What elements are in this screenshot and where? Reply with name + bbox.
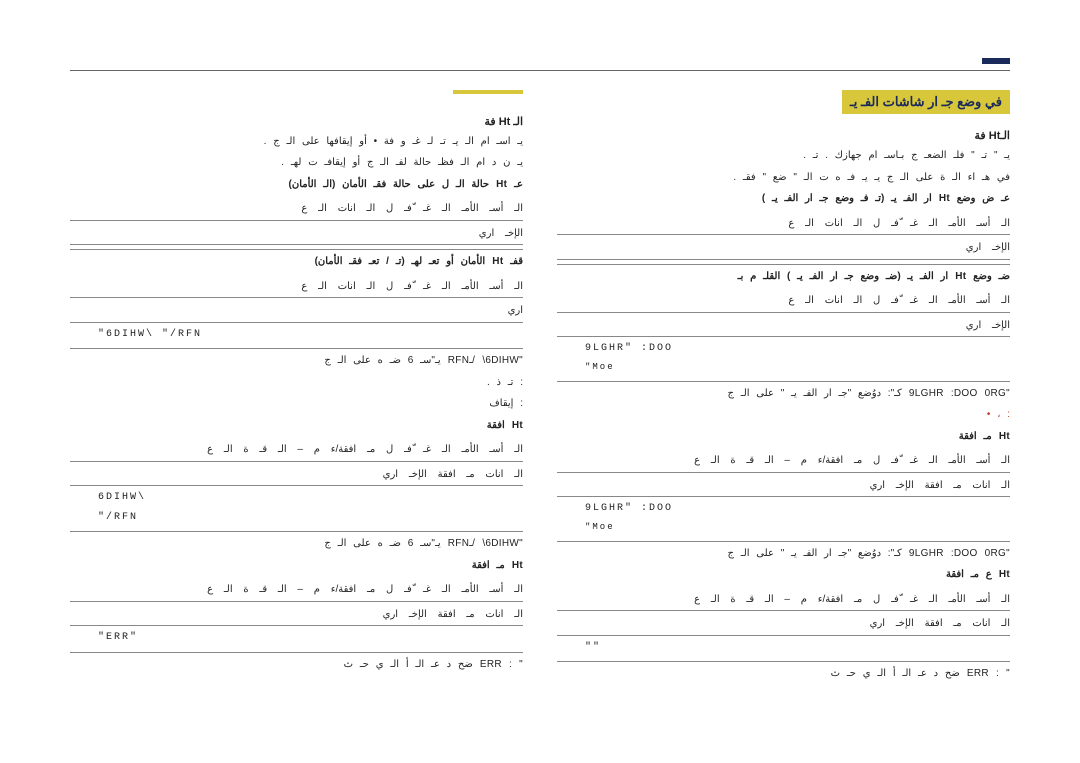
rule — [557, 264, 1010, 265]
paragraph: يـ اسـ ام الـ يـ تـ لـ غـ و فة • أو إيقا… — [70, 134, 523, 150]
menu-path: الـ أسـ الأمـ الـ غـ ّفـ ل مـ افقة/ء م –… — [557, 589, 1010, 612]
menu-path: الـ انات مـ افقة الإخـ اري — [557, 475, 1010, 498]
code-sample: "ERR" — [70, 628, 523, 648]
section-title-blank — [453, 90, 523, 94]
menu-path: الـ أسـ الأمـ الـ غـ ّفـ ل مـ افقة/ء م –… — [70, 439, 523, 462]
subheading: قفـ Ht الأمان أو تعـ لهـ (تـ / تعـ فقـ ا… — [70, 254, 523, 270]
subheading: عـ ض وضع Ht ار الفـ يـ (تـ فـ وضع جـ ار … — [557, 191, 1010, 207]
menu-path: الإخـ اري — [557, 315, 1010, 338]
code-sample: 6DIHW\ — [70, 488, 523, 508]
menu-path: الـ أسـ الأمـ الـ غـ ّفـ ل الـ انات الـ … — [557, 213, 1010, 236]
left-column: الـ Ht فة يـ اسـ ام الـ يـ تـ لـ غـ و فة… — [70, 90, 523, 688]
menu-path: الـ انات مـ افقة الإخـ اري — [557, 613, 1010, 636]
menu-path: اري — [70, 300, 523, 323]
subheading: Ht ع مـ افقة — [557, 567, 1010, 583]
subheading: Ht مـ افقة — [70, 558, 523, 574]
menu-path: الـ أسـ الأمـ الـ غـ ّفـ ل الـ انات الـ … — [70, 198, 523, 221]
code-sample: "/RFN — [70, 508, 523, 528]
top-rule — [70, 70, 1010, 71]
section-title: في وضع جـ ار شاشات الفـ يـ — [842, 90, 1010, 114]
paragraph: في هـ اء الـ ة على الـ ج يـ يـ فـ ه ت ال… — [557, 170, 1010, 186]
caption: "6DIHW\ /ـRFN يـ"سـ 6 ضـ ه على الـ ج — [70, 353, 523, 369]
menu-path: الـ أسـ الأمـ الـ غـ ّفـ ل الـ انات الـ … — [70, 276, 523, 299]
right-column: في وضع جـ ار شاشات الفـ يـ الـHt فة يـ "… — [557, 90, 1010, 688]
rule — [557, 381, 1010, 382]
subheading: عـ Ht حالة الـ ل على حالة فقـ الأمان (ال… — [70, 177, 523, 193]
subheading: Ht مـ افقة — [557, 429, 1010, 445]
heading: الـHt فة — [557, 128, 1010, 145]
rule — [557, 541, 1010, 542]
note: : إيقاف — [70, 396, 523, 412]
accent-bar — [982, 58, 1010, 64]
subheading: Ht افقة — [70, 418, 523, 434]
heading: الـ Ht فة — [70, 114, 523, 131]
paragraph: يـ ن د ام الـ فظـ حالة لفـ الـ ج أو إيقا… — [70, 155, 523, 171]
code-sample: 9LGHR" :DOO — [557, 339, 1010, 359]
menu-path: الـ انات مـ افقة الإخـ اري — [70, 604, 523, 627]
caption: "9LGHR :DOO 0RG كـ": دوُضع "جـ ار الفـ ي… — [557, 386, 1010, 402]
error-text: " : ERR ضح د عـ الـ أ الـ ي حـ ث — [831, 668, 1010, 679]
error-caption: " : ERR ضح د عـ الـ أ الـ ي حـ ث — [70, 657, 523, 673]
note-red: : ، • — [557, 407, 1010, 423]
rule — [70, 249, 523, 250]
caption: "6DIHW\ /ـRFN يـ"سـ 6 ضـ ه على الـ ج — [70, 536, 523, 552]
menu-path: الـ أسـ الأمـ الـ غـ ّفـ ل مـ افقة/ء م –… — [557, 450, 1010, 473]
code-sample: 9LGHR" :DOO — [557, 499, 1010, 519]
note: : تـ ذ . — [70, 375, 523, 391]
code-sample: "Moe — [557, 359, 1010, 377]
menu-path: الـ أسـ الأمـ الـ غـ ّفـ ل الـ انات الـ … — [557, 290, 1010, 313]
menu-path: الإخـ اري — [70, 223, 523, 246]
menu-path: الـ أسـ الأمـ الـ غـ ّفـ ل مـ افقة/ء م –… — [70, 579, 523, 602]
error-caption: " : ERR ضح د عـ الـ أ الـ ي حـ ث — [557, 666, 1010, 682]
code-sample: "" — [557, 638, 1010, 658]
subheading: ضـ وضع Ht ار الفـ يـ (ضـ وضع جـ ار الفـ … — [557, 269, 1010, 285]
rule — [70, 348, 523, 349]
error-text: " : ERR ضح د عـ الـ أ الـ ي حـ ث — [344, 659, 523, 670]
paragraph: يـ " تـ " فلـ الضعـ ج بـاسـ ام جهازك . ت… — [557, 148, 1010, 164]
menu-path: الإخـ اري — [557, 237, 1010, 260]
code-sample: "6DIHW\ "/RFN — [70, 325, 523, 345]
rule — [70, 531, 523, 532]
rule — [557, 661, 1010, 662]
caption: "9LGHR :DOO 0RG كـ": دوُضع "جـ ار الفـ ي… — [557, 546, 1010, 562]
two-column-layout: في وضع جـ ار شاشات الفـ يـ الـHt فة يـ "… — [70, 90, 1010, 688]
code-sample: "Moe — [557, 519, 1010, 537]
menu-path: الـ انات مـ افقة الإخـ اري — [70, 464, 523, 487]
rule — [70, 652, 523, 653]
paragraph-text: يـ اسـ ام الـ يـ تـ لـ غـ و فة • أو إيقا… — [264, 136, 523, 147]
